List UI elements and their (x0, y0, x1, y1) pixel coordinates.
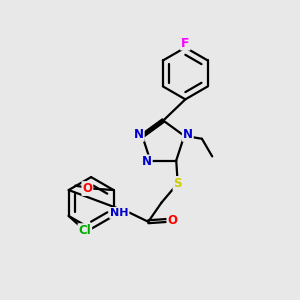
Text: Cl: Cl (79, 224, 91, 237)
Text: O: O (167, 214, 177, 227)
Text: N: N (183, 128, 193, 141)
Text: N: N (134, 128, 144, 141)
Text: O: O (82, 182, 92, 195)
Text: S: S (173, 177, 182, 190)
Text: F: F (181, 37, 190, 50)
Text: NH: NH (110, 208, 128, 218)
Text: N: N (142, 155, 152, 169)
